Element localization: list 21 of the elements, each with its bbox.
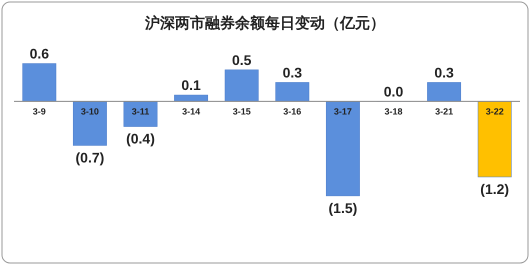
x-tick-label: 3-11	[132, 106, 150, 116]
x-tick-label: 3-16	[283, 106, 302, 116]
data-label: (1.2)	[480, 180, 510, 197]
x-tick-label: 3-14	[182, 106, 200, 116]
data-label: 0.6	[30, 46, 50, 62]
data-label: 0.1	[181, 77, 202, 94]
data-label: (1.5)	[328, 200, 358, 216]
data-label: 0.5	[232, 52, 252, 68]
x-tick-label: 3-18	[384, 106, 403, 116]
x-tick-label: 3-21	[435, 106, 454, 116]
data-label: (0.4)	[126, 130, 155, 147]
x-tick-label: 3-9	[32, 106, 46, 116]
data-label: 0.3	[282, 64, 302, 80]
data-label: 0.0	[384, 83, 404, 100]
data-label: 0.3	[434, 64, 454, 80]
chart-title: 沪深两市融券余额每日变动（亿元）	[144, 14, 385, 32]
x-tick-label: 3-22	[486, 106, 504, 116]
x-tick-label: 3-15	[232, 106, 251, 116]
x-tick-label: 3-10	[80, 106, 99, 116]
x-tick-label: 3-17	[334, 106, 352, 116]
data-label: (0.7)	[76, 149, 104, 166]
